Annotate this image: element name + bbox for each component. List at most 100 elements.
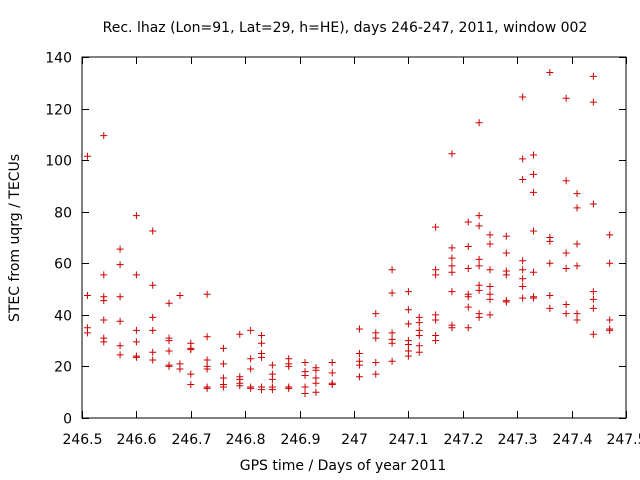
data-point [100,297,108,305]
data-point [258,386,266,394]
data-point [519,282,527,290]
data-point [116,351,124,359]
data-point [448,244,456,252]
data-point [573,316,581,324]
x-tick-label: 246.6 [116,432,156,448]
data-point [448,262,456,270]
data-point [312,366,320,374]
plot-frame [81,56,627,419]
data-point [116,245,124,253]
data-point [285,384,293,392]
data-point [486,311,494,319]
x-tick-label: 247.4 [552,432,592,448]
data-point [530,227,538,235]
data-point [486,266,494,274]
x-tick-label: 247 [341,432,368,448]
data-point [388,339,396,347]
chart-title: Rec. lhaz (Lon=91, Lat=29, h=HE), days 2… [103,20,588,36]
data-point [404,288,412,296]
data-point [519,155,527,163]
data-point [203,384,211,392]
x-tick-label: 246.7 [171,432,211,448]
data-point [475,286,483,294]
data-point [415,331,423,339]
data-point [203,365,211,373]
data-point [372,334,380,342]
data-point [236,382,244,390]
data-point [464,264,472,272]
data-point [546,68,554,76]
data-point [83,329,91,337]
data-point [176,292,184,300]
data-point [247,355,255,363]
data-point [464,324,472,332]
data-point [404,341,412,349]
data-point [258,339,266,347]
data-point [219,383,227,391]
data-point [268,361,276,369]
data-point [116,342,124,350]
data-point [546,259,554,267]
y-axis-label: STEC from uqrg / TECUs [7,154,23,322]
data-point [530,268,538,276]
data-point [301,359,309,367]
y-tick-label: 20 [54,360,72,376]
data-point [116,317,124,325]
data-point [589,98,597,106]
data-point [606,326,614,334]
data-point [519,294,527,302]
data-point [404,352,412,360]
data-point [432,271,440,279]
data-point [606,231,614,239]
data-point [187,346,195,354]
data-point [589,72,597,80]
data-point [589,330,597,338]
data-point [372,359,380,367]
y-tick-label: 60 [54,257,72,273]
data-point [100,271,108,279]
data-point [606,259,614,267]
data-point [247,326,255,334]
data-point [448,324,456,332]
data-point [530,188,538,196]
data-point [328,359,336,367]
data-point [312,379,320,387]
data-point [448,288,456,296]
data-point [203,356,211,364]
data-point [573,190,581,198]
data-point [149,313,157,321]
data-point [247,384,255,392]
y-tick-label: 140 [45,51,72,67]
data-point [132,212,140,220]
data-point [546,304,554,312]
data-point [355,361,363,369]
data-point [301,383,309,391]
data-point [475,119,483,127]
data-point [116,261,124,269]
data-point [546,292,554,300]
data-point [132,271,140,279]
data-point [573,204,581,212]
data-point [475,222,483,230]
data-point [502,271,510,279]
data-point [149,281,157,289]
data-point [432,316,440,324]
data-point [388,289,396,297]
data-point [247,365,255,373]
data-point [132,326,140,334]
y-tick-label: 120 [45,103,72,119]
data-point [519,266,527,274]
data-point [203,333,211,341]
y-tick-label: 40 [54,309,72,325]
data-point [258,331,266,339]
data-point [502,298,510,306]
data-point [372,370,380,378]
data-point [486,231,494,239]
data-point [149,356,157,364]
data-point [562,249,570,257]
data-point [464,293,472,301]
data-point [562,301,570,309]
x-tick-label: 246.9 [280,432,320,448]
data-point [203,290,211,298]
